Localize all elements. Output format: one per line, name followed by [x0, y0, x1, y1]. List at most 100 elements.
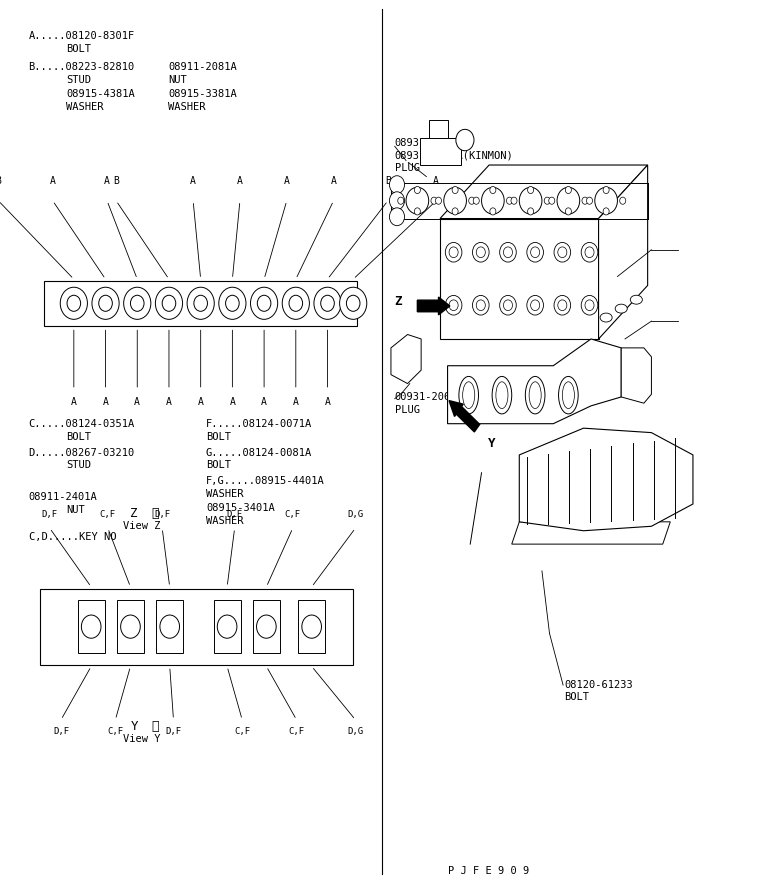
- Ellipse shape: [630, 295, 643, 304]
- Circle shape: [476, 247, 485, 258]
- Circle shape: [473, 197, 480, 204]
- Circle shape: [504, 247, 512, 258]
- Text: B: B: [113, 177, 119, 186]
- Circle shape: [452, 186, 458, 194]
- Circle shape: [162, 295, 175, 311]
- Bar: [43, 281, 357, 326]
- Ellipse shape: [529, 382, 541, 409]
- Text: P J F E 9 0 9: P J F E 9 0 9: [449, 866, 530, 876]
- Ellipse shape: [600, 313, 612, 322]
- Text: 視: 視: [151, 720, 159, 733]
- Text: A: A: [198, 397, 203, 407]
- Text: A.....08120-8301F: A.....08120-8301F: [29, 31, 135, 41]
- Circle shape: [531, 300, 539, 310]
- Circle shape: [187, 287, 214, 319]
- Circle shape: [414, 208, 421, 215]
- Circle shape: [155, 287, 182, 319]
- Circle shape: [61, 287, 88, 319]
- Bar: [420, 138, 461, 165]
- Text: 00931-2061A: 00931-2061A: [395, 392, 463, 402]
- Text: C,D.....KEY NO: C,D.....KEY NO: [29, 532, 116, 541]
- Text: A: A: [50, 177, 56, 186]
- Ellipse shape: [462, 382, 475, 409]
- Text: A: A: [104, 177, 110, 186]
- Circle shape: [500, 295, 516, 315]
- Text: BOLT: BOLT: [66, 44, 92, 54]
- Circle shape: [226, 295, 239, 311]
- Circle shape: [528, 186, 534, 194]
- Circle shape: [557, 187, 580, 214]
- Polygon shape: [440, 219, 598, 339]
- Bar: [298, 599, 325, 653]
- Text: A: A: [262, 397, 267, 407]
- Text: A: A: [324, 397, 331, 407]
- Text: 08915-3381A: 08915-3381A: [168, 89, 237, 99]
- Circle shape: [581, 295, 598, 315]
- Circle shape: [587, 197, 593, 204]
- FancyArrow shape: [449, 401, 480, 432]
- Text: F.....08124-0071A: F.....08124-0071A: [206, 419, 312, 429]
- Circle shape: [490, 186, 496, 194]
- Circle shape: [469, 197, 475, 204]
- Circle shape: [340, 287, 367, 319]
- Text: D,F: D,F: [165, 727, 182, 736]
- Text: B: B: [0, 177, 2, 186]
- Circle shape: [346, 295, 360, 311]
- Circle shape: [444, 187, 466, 214]
- Circle shape: [581, 243, 598, 262]
- Text: D,G: D,G: [348, 510, 363, 519]
- Circle shape: [558, 300, 566, 310]
- Circle shape: [473, 295, 489, 315]
- Circle shape: [476, 300, 485, 310]
- Text: 08931-3061A(KINMON): 08931-3061A(KINMON): [395, 151, 514, 161]
- Circle shape: [582, 197, 588, 204]
- Circle shape: [445, 243, 462, 262]
- Circle shape: [81, 615, 101, 639]
- Text: D,F: D,F: [53, 727, 69, 736]
- Text: 08915-4381A: 08915-4381A: [66, 89, 135, 99]
- Circle shape: [500, 243, 516, 262]
- Circle shape: [431, 197, 437, 204]
- Circle shape: [289, 295, 303, 311]
- Circle shape: [99, 295, 113, 311]
- Text: NUT: NUT: [66, 505, 85, 515]
- Text: D,F: D,F: [42, 510, 57, 519]
- Circle shape: [452, 208, 458, 215]
- Circle shape: [527, 243, 543, 262]
- Text: PLUG: PLUG: [395, 163, 420, 173]
- Ellipse shape: [492, 376, 511, 414]
- Text: A: A: [190, 177, 196, 186]
- Circle shape: [445, 295, 462, 315]
- Text: Y: Y: [130, 720, 138, 733]
- Text: C,F: C,F: [234, 727, 251, 736]
- Text: A: A: [134, 397, 140, 407]
- Text: B.....08223-82810: B.....08223-82810: [29, 62, 135, 72]
- Bar: [213, 599, 241, 653]
- Polygon shape: [448, 339, 622, 424]
- Circle shape: [504, 300, 512, 310]
- Circle shape: [390, 176, 404, 194]
- Ellipse shape: [559, 376, 578, 414]
- Bar: [253, 599, 280, 653]
- Circle shape: [92, 287, 120, 319]
- Circle shape: [554, 295, 570, 315]
- Text: 08120-61233: 08120-61233: [565, 680, 633, 690]
- Circle shape: [398, 197, 404, 204]
- Text: NUT: NUT: [168, 75, 187, 85]
- Polygon shape: [391, 334, 421, 384]
- Circle shape: [507, 197, 512, 204]
- Text: A: A: [293, 397, 299, 407]
- Circle shape: [449, 247, 458, 258]
- Circle shape: [435, 197, 442, 204]
- Text: WASHER: WASHER: [66, 102, 104, 112]
- Text: A: A: [102, 397, 109, 407]
- Circle shape: [490, 208, 496, 215]
- Circle shape: [120, 615, 140, 639]
- Bar: [428, 120, 448, 138]
- Circle shape: [302, 615, 321, 639]
- Circle shape: [549, 197, 555, 204]
- Circle shape: [320, 295, 334, 311]
- Text: A: A: [230, 397, 235, 407]
- Circle shape: [531, 247, 539, 258]
- Circle shape: [558, 247, 566, 258]
